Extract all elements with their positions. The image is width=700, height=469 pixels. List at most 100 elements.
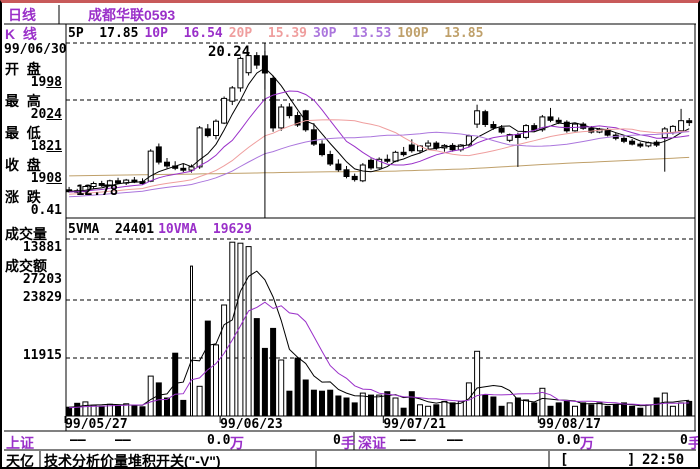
low-label: 最 低 [5, 125, 41, 141]
volume-bar [294, 357, 301, 417]
ma-header-item-20P: 20P 15.39 [228, 26, 308, 41]
turnover-label: 成交额 [5, 258, 47, 274]
candle [686, 120, 693, 124]
candle [408, 144, 415, 152]
chart-canvas[interactable] [2, 3, 698, 467]
volume-bar [514, 397, 521, 417]
volume-bar [319, 390, 325, 417]
candle [498, 127, 505, 133]
candle [98, 183, 105, 186]
index-left-name[interactable]: 上证 [6, 435, 34, 451]
candle [449, 144, 456, 151]
ma30-line [69, 131, 690, 198]
candle [392, 151, 399, 162]
candle [490, 124, 497, 129]
volume-bar [498, 405, 505, 417]
candle [555, 119, 562, 123]
volume-bar [465, 382, 472, 417]
volume-bar [572, 405, 578, 417]
volume-bar [115, 404, 121, 417]
candle [359, 164, 366, 182]
volume-bar [98, 405, 105, 417]
volume-bar [604, 405, 611, 417]
candle [621, 137, 627, 142]
date-tick-label: 99/06/23 [220, 417, 283, 432]
ma20-line [69, 119, 690, 195]
volume-bar [172, 352, 179, 417]
volume-bar [229, 241, 236, 417]
index-right-amount-unit: 万 [580, 435, 594, 451]
index-left-amount: 0.0 [207, 433, 231, 448]
index-left-amount-unit: 万 [230, 435, 244, 451]
volume-bar [196, 385, 203, 417]
volume-bar [474, 350, 481, 417]
selected-date: 99/06/30 [4, 42, 67, 57]
bracket-close: ] [627, 452, 636, 468]
volume-bar [368, 394, 374, 417]
candle [106, 180, 113, 186]
candle [196, 127, 203, 168]
volume-bar [588, 404, 595, 417]
candle [270, 77, 277, 129]
candle [678, 120, 685, 132]
volume-bar [400, 407, 407, 417]
index-left-dash2: —— [115, 433, 131, 448]
index-right-name[interactable]: 深证 [358, 435, 386, 451]
vma-header-item-10VMA: 10VMA 19629 [158, 222, 253, 237]
volume-bar [123, 403, 130, 417]
peak-price-annotation: 20.24 [208, 44, 251, 60]
volume-bar [221, 304, 228, 417]
open-label: 开 盘 [5, 61, 41, 77]
volume-bar [90, 404, 97, 417]
volume-bar [523, 399, 529, 417]
volume-value: 13881 [22, 240, 62, 255]
change-value: 0.41 [30, 203, 62, 218]
ma10-line [69, 90, 690, 193]
candle [351, 175, 358, 181]
high-label: 最 高 [5, 93, 41, 109]
candle [563, 121, 570, 132]
volume-bar [629, 405, 636, 417]
volume-bar [213, 344, 219, 417]
volume-bar [351, 402, 358, 417]
ma-values-header: 5P 17.85 10P 16.54 20P 15.39 30P 13.53 100P … [68, 24, 489, 42]
ma-header-item-5P: 5P 17.85 [68, 26, 139, 41]
index-right-lots-unit: 手 [688, 433, 698, 453]
volume-bar [310, 389, 317, 417]
volume-bar [449, 402, 456, 417]
candle [245, 55, 252, 74]
volume-bar [482, 394, 489, 417]
candle [474, 110, 481, 125]
index-right-amount: 0.0 [557, 433, 581, 448]
volume-bar [433, 404, 440, 417]
turnover-value: 27203 [22, 272, 62, 287]
candle [229, 87, 236, 102]
volume-bar [180, 399, 187, 417]
stock-name: 成都华联0593 [88, 7, 176, 23]
ma-header-item-10P: 10P 16.54 [144, 26, 223, 41]
volume-bar [147, 375, 154, 417]
status-message: 技术分析价量堆积开关("-V") [44, 453, 221, 469]
candle [90, 183, 97, 187]
volume-bar [645, 404, 652, 417]
candle [164, 161, 170, 167]
volume-bar [506, 402, 513, 417]
volume-bar [327, 389, 334, 417]
volume-bar [547, 405, 554, 417]
volume-bar [539, 387, 546, 417]
volume-bar [190, 265, 193, 417]
candle [180, 167, 187, 171]
period-label[interactable]: 日线 [8, 7, 36, 23]
clock: 22:50 [642, 452, 685, 468]
candle [539, 116, 546, 131]
candle [278, 106, 285, 129]
candle [335, 163, 342, 171]
candle [376, 158, 383, 169]
vol-axis-label-lower: 11915 [22, 348, 62, 363]
candle [221, 97, 228, 124]
volume-bar [302, 379, 309, 417]
volume-bar [286, 390, 293, 417]
candle [213, 120, 219, 136]
volume-bar [563, 400, 570, 417]
